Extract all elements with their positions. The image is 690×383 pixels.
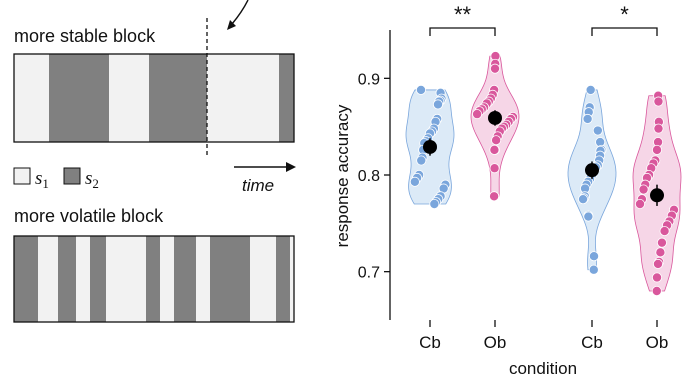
- data-point: [592, 125, 603, 136]
- data-point: [588, 264, 599, 275]
- stable-block-outline: [13, 53, 295, 143]
- data-point: [585, 84, 596, 95]
- axes: 0.7 0.8 0.9 Cb Ob Cb Ob: [358, 30, 669, 352]
- significance-label: *: [620, 2, 629, 27]
- volatile-block-segment-s1: [196, 236, 210, 322]
- stable-block-segment-s1: [207, 54, 279, 142]
- volatile-block-segment-s2: [14, 236, 38, 322]
- volatile-block-segment-s2: [174, 236, 196, 322]
- data-point: [651, 285, 662, 296]
- legend-s1-subscript: 1: [42, 176, 49, 191]
- x-tick-label: Cb: [581, 333, 603, 352]
- data-point: [589, 251, 600, 262]
- volatile-block-segment-s1: [250, 236, 276, 322]
- data-point: [415, 84, 426, 95]
- mean-marker: [585, 163, 599, 178]
- x-axis-title: condition: [509, 359, 577, 378]
- data-point: [583, 211, 594, 222]
- data-point: [653, 258, 664, 269]
- legend: s1 s2: [13, 167, 99, 191]
- mean-marker: [650, 188, 664, 203]
- volatile-block-label: more volatile block: [14, 206, 164, 226]
- data-point: [659, 226, 670, 237]
- legend-s2-label: s2: [85, 168, 99, 191]
- stable-block-segment-s2: [149, 54, 207, 142]
- volatile-block-segment-s1: [38, 236, 58, 322]
- stable-block-segment-s1: [109, 54, 149, 142]
- y-tick-label: 0.7: [358, 265, 380, 282]
- volatile-block-segment-s2: [90, 236, 106, 322]
- pointer-arrow-head: [227, 20, 236, 30]
- volatile-block-outline: [13, 235, 295, 323]
- data-point: [653, 96, 664, 107]
- y-tick-label: 0.8: [358, 168, 380, 185]
- legend-s2-swatch: [63, 167, 81, 185]
- significance-bracket: [591, 27, 658, 36]
- data-point: [489, 63, 500, 74]
- data-point: [656, 237, 667, 248]
- data-point: [655, 247, 666, 258]
- data-point: [489, 191, 500, 202]
- legend-s1-label: s1: [35, 168, 49, 191]
- time-label: time: [242, 176, 274, 195]
- data-point: [638, 184, 649, 195]
- group-means: [423, 110, 664, 206]
- volatile-block-segment-s2: [276, 236, 290, 322]
- legend-s1-symbol: s: [35, 168, 42, 189]
- data-point: [416, 155, 427, 166]
- x-tick-label: Ob: [484, 333, 507, 352]
- data-point: [472, 109, 483, 120]
- mean-marker: [423, 139, 437, 154]
- data-point: [582, 113, 593, 124]
- data-point: [653, 123, 664, 134]
- volatile-block-segment-s1: [106, 236, 146, 322]
- volatile-block-segment-s1: [160, 236, 174, 322]
- data-point: [652, 272, 663, 283]
- block-schematic: more stable block more volatile block s1…: [13, 0, 296, 323]
- data-point: [489, 163, 500, 174]
- volatile-block-segment-s1: [290, 236, 294, 322]
- data-point: [489, 144, 500, 155]
- time-arrow-head: [286, 162, 296, 172]
- y-axis-title: response accuracy: [333, 104, 352, 247]
- data-point: [491, 135, 502, 146]
- stable-block-label: more stable block: [14, 26, 156, 46]
- legend-s2-subscript: 2: [92, 176, 99, 191]
- pointer-arrow-curve: [231, 0, 249, 25]
- significance-brackets: ** *: [429, 2, 658, 36]
- data-point: [652, 144, 663, 155]
- legend-s1-swatch: [13, 167, 31, 185]
- data-point: [578, 194, 589, 205]
- accuracy-chart: ** * 0.70.80.9Cb Ob Cb Ob response accuracy …: [333, 2, 682, 378]
- volatile-block-segment-s1: [76, 236, 90, 322]
- volatile-block-segment-s2: [58, 236, 76, 322]
- data-point: [635, 198, 646, 209]
- x-tick-label: Cb: [419, 333, 441, 352]
- stable-block-segment-s1: [14, 54, 49, 142]
- stable-block-segment-s2: [49, 54, 109, 142]
- significance-bracket: [429, 27, 496, 36]
- legend-s2-symbol: s: [85, 168, 92, 189]
- data-point: [432, 99, 443, 110]
- volatile-block-segment-s2: [146, 236, 160, 322]
- volatile-block-bar: [13, 235, 295, 323]
- significance-label: **: [454, 2, 472, 27]
- x-tick-label: Ob: [646, 333, 669, 352]
- data-point: [429, 198, 440, 209]
- data-points: [409, 51, 680, 296]
- mean-marker: [488, 110, 502, 125]
- data-point: [409, 176, 420, 187]
- stable-block-segment-s2: [279, 54, 294, 142]
- y-tick-label: 0.9: [358, 71, 380, 88]
- volatile-block-segment-s2: [210, 236, 250, 322]
- violin-ob-left: [470, 55, 520, 197]
- violins: [405, 55, 682, 292]
- stable-block-bar: [13, 53, 295, 143]
